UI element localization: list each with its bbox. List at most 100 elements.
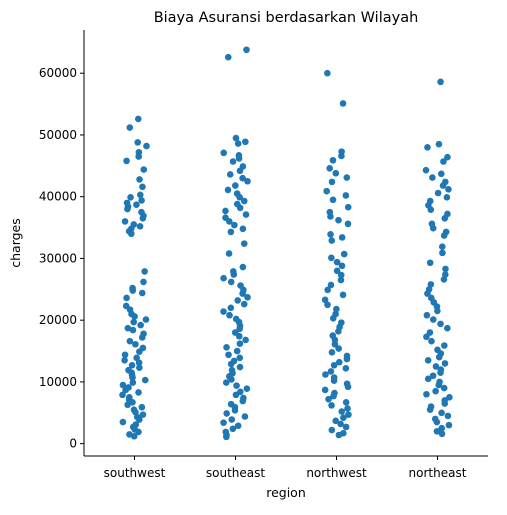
data-point [242, 138, 249, 146]
data-point [228, 416, 236, 423]
data-point [128, 230, 135, 238]
data-point [240, 300, 248, 308]
data-point [328, 237, 336, 244]
data-point [444, 412, 452, 420]
data-point [135, 389, 142, 396]
data-point [143, 142, 150, 150]
data-point [236, 340, 244, 347]
data-point [142, 316, 150, 323]
data-point [138, 403, 146, 411]
data-point [229, 425, 237, 433]
data-point [422, 166, 430, 174]
data-point [119, 391, 126, 399]
data-point [124, 401, 131, 409]
data-point [345, 411, 352, 418]
data-point [134, 115, 142, 123]
data-point [226, 311, 233, 319]
data-point [136, 416, 143, 423]
data-point [234, 140, 242, 147]
data-point [235, 332, 243, 340]
data-point [119, 418, 127, 426]
data-point [133, 354, 140, 362]
data-point [225, 218, 233, 225]
data-point [223, 433, 230, 441]
data-point [128, 361, 136, 369]
data-point [136, 223, 144, 230]
data-point [335, 358, 343, 366]
data-point [427, 206, 435, 213]
data-point [239, 397, 247, 405]
data-point [332, 169, 340, 177]
data-point [223, 344, 230, 351]
data-point [132, 340, 139, 348]
data-point [240, 197, 248, 205]
data-point [321, 296, 329, 304]
data-point [231, 407, 239, 414]
data-point [333, 305, 340, 313]
data-point [441, 215, 449, 222]
series-northeast [422, 78, 453, 438]
data-point [439, 182, 447, 189]
data-point [328, 402, 335, 409]
y-tick-label: 40000 [39, 190, 77, 204]
data-point [136, 176, 143, 183]
chart-title: Biaya Asuransi berdasarkan Wilayah [154, 10, 419, 26]
data-point [331, 340, 339, 348]
data-point [445, 421, 453, 429]
data-point [442, 265, 449, 273]
data-point [429, 372, 437, 380]
data-point [434, 307, 441, 315]
data-point [344, 203, 352, 211]
data-point [123, 157, 130, 165]
data-point [225, 351, 232, 359]
data-point [344, 405, 351, 412]
data-point [440, 276, 448, 283]
data-point [227, 304, 235, 312]
data-point [435, 381, 443, 389]
data-point [428, 337, 435, 345]
y-axis-label: charges [8, 218, 23, 268]
data-point [335, 327, 342, 335]
x-axis-label: region [266, 485, 306, 500]
data-point [441, 360, 449, 367]
data-point [328, 348, 336, 356]
data-point [433, 428, 441, 435]
data-point [445, 185, 452, 193]
data-point [136, 364, 143, 372]
data-point [342, 398, 350, 406]
data-point [236, 325, 243, 333]
data-point [236, 204, 244, 212]
data-point [234, 422, 242, 430]
data-point [323, 187, 330, 195]
data-point [234, 297, 242, 304]
data-point [438, 430, 446, 438]
y-tick-label: 30000 [39, 251, 77, 265]
data-point [337, 271, 345, 279]
data-point [239, 174, 246, 182]
data-point [325, 395, 332, 403]
data-point [129, 326, 137, 334]
data-point [328, 178, 336, 186]
data-point [126, 124, 134, 131]
data-point [232, 182, 239, 189]
data-point [130, 318, 138, 326]
data-point [236, 354, 244, 362]
data-point [227, 360, 235, 368]
data-point [124, 205, 131, 213]
data-point [333, 258, 341, 266]
data-point [130, 432, 138, 440]
data-point [235, 155, 243, 162]
data-point [232, 134, 240, 142]
y-tick-label: 10000 [39, 375, 77, 389]
data-point [429, 316, 437, 323]
data-point [140, 278, 147, 286]
data-point [139, 215, 147, 222]
data-point [424, 375, 432, 383]
data-point [119, 381, 127, 389]
data-point [222, 379, 230, 386]
data-point [437, 369, 444, 376]
data-point [227, 278, 235, 286]
data-point [244, 294, 251, 301]
data-point [225, 250, 233, 257]
